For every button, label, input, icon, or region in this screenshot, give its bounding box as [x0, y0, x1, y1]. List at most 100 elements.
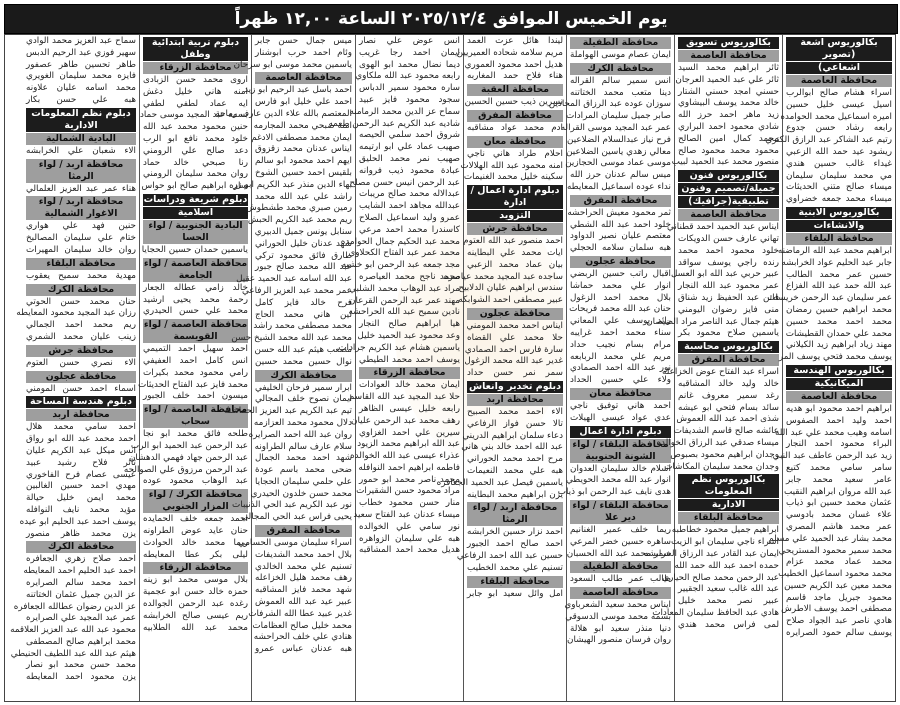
candidate-name: محمد مصطفى محمد راشد: [253, 321, 352, 332]
candidate-name: ايناس احمد محمد المومني: [466, 320, 564, 331]
candidate-name: عبد الوهاب محمود عوده: [143, 476, 248, 487]
candidate-name: خالد زامي عطاله الجعار: [143, 282, 248, 293]
program-heading: الادارية: [678, 499, 779, 512]
candidate-name: علي حلمي سليمان الحجايا: [255, 476, 352, 487]
governorate-heading: محافظة جرش: [26, 344, 136, 357]
candidate-name: منصور محمد عبد الحميد لبيب: [671, 157, 779, 168]
candidate-name: سائد بسام فتحي ابو عيشه: [678, 402, 779, 413]
program-heading: دبلوم هندسة المساحة: [26, 396, 136, 409]
candidate-name: ابراهيم محمد عبد الله الرماضنه: [777, 245, 892, 256]
candidate-name: يوسف احمد عبد الحليم ابو عيده: [19, 516, 136, 527]
candidate-name: معالي زهدي ياسين الضلاعين: [566, 146, 671, 157]
candidate-name: تهاني عارف حسن الدويكات: [678, 233, 779, 244]
candidate-name: نوال حسين محمد حسين: [255, 356, 352, 367]
candidate-name: مرح احمد محمد الحوراني: [467, 454, 563, 465]
governorate-heading: محافظة اربد / لواء الرمثا: [467, 502, 563, 527]
governorate-heading: محافظة العاصمة / لواء الجامعة: [143, 257, 248, 282]
candidate-name: عبد الله احمد خالد بني هاني: [461, 442, 563, 453]
candidate-name: احلام طراد هاني ناجي: [467, 148, 563, 159]
candidate-name: رغد سمير معروف غانم: [678, 390, 779, 401]
candidate-name: هادي ناصر عبد الجواد صلاح: [786, 616, 892, 627]
candidate-name: ايمان عبد القادر عبد الرزاق الخرابشه: [643, 548, 779, 559]
candidate-name: رغده عبد الرحمن الجوالده: [143, 598, 248, 609]
candidate-name: عبد الله غالب سعيد الجقيير: [678, 584, 779, 595]
candidate-name: اروى محمد حسن الزبادى: [143, 75, 248, 85]
program-heading: دبلوم نظم المعلومات الادارية: [26, 107, 136, 132]
candidate-name: يوسف احمد محمد الطيطي: [359, 354, 460, 365]
candidate-name: خالد وليد خالد المشاقبه: [678, 378, 779, 389]
candidate-name: بلال محمد احمد الزغول: [570, 292, 671, 303]
candidate-name: بهاء الدين منذر عبد الكريم ابو زر: [233, 179, 352, 190]
governorate-heading: محافظة اربد / لواء الرمثا: [26, 158, 136, 183]
candidate-name: مهند زياد ابراهيم زيد الكيلاني: [786, 340, 892, 351]
candidate-name: سمر نمر حسن حداد: [467, 368, 563, 379]
candidate-name: مصطفى احمد يوسف الاطرش: [781, 604, 892, 615]
candidate-name: دعاء سلمان ابراهيم الدريني: [462, 430, 563, 441]
candidate-name: محمد بشار عبد الحميد علي مسلم: [768, 533, 892, 544]
candidate-name: منار حسن محمود خطاب: [359, 498, 460, 509]
candidate-name: هنادي علي خلف الحراحشه: [253, 632, 352, 643]
candidate-name: رتيم عبد الشاكر عبد الرازق الكتري: [765, 135, 892, 146]
candidate-name: ضحى محمد باسم عودة: [255, 465, 352, 476]
candidate-name: غيداء غالب حسين هندي: [786, 158, 892, 169]
candidate-name: فاطمه ابراهيم احمد النوافله: [358, 462, 460, 473]
program-heading: تطبيقية(جرافيك): [678, 196, 779, 209]
candidate-name: عيسى عصام فرح الفاخوري: [26, 469, 136, 480]
candidate-name: دلال محمود محمد العزازمه: [253, 417, 352, 428]
candidate-name: روان عبد الله احمد الصرايره: [248, 429, 352, 440]
candidate-name: عدي عواد عيسى الهيلات: [570, 412, 671, 423]
candidate-name: مي محمد سليمان سليمان: [786, 170, 892, 181]
candidate-name: رابعه رشاد حسن جدوع: [786, 123, 892, 134]
candidate-name: ياسمين محمد موسى ابو سرحان: [233, 59, 352, 70]
governorate-heading: محافظة عجلون: [570, 255, 671, 268]
candidate-name: فرح خالد فايز كامل: [255, 297, 352, 308]
candidate-name: طاهر تحسين طاهر عصفور: [26, 59, 136, 70]
program-heading: جميلة/تصميم وفنون: [678, 183, 779, 196]
candidate-name: ميساء محمد جمعه خضراوي: [786, 194, 892, 205]
candidate-name: بلقيس احمد حسين الشوخ: [255, 167, 352, 178]
candidate-name: حلا محمد علي القضاه: [467, 332, 563, 343]
candidate-name: تيم عبد الكريم عبد العزيز الحماشنه: [224, 406, 352, 417]
candidate-name: احمد محمد عبد الله ابو رواق: [26, 434, 136, 445]
candidate-name: نور عبد الكريم عبد الحي الذنيبات: [232, 500, 352, 511]
governorate-heading: محافظة العاصمة: [678, 50, 779, 62]
program-heading: بكالوريوس اشعة (تصوير: [786, 37, 892, 61]
candidate-name: ياسمين حمدان حسين الحجايا: [141, 244, 248, 255]
candidate-name: اسراء عبد الفتاح عوض الخزاعله: [662, 367, 779, 378]
candidate-name: رحمة محمد يحيى ارشيد: [143, 294, 248, 305]
candidate-name: اقبال راتب حسين الربضي: [570, 268, 671, 279]
candidate-name: دينا متعب محمد الختاتنه: [570, 87, 671, 98]
candidate-name: عبد الرحمن مرزوق علي الصوالحه: [123, 464, 248, 475]
candidate-name: عبدالاله محمد صالح مريبات: [359, 189, 460, 200]
candidate-name: خلود احمد عبد الله الشطي: [570, 219, 671, 230]
candidate-name: محمد حسن خلدون الحيدري: [250, 488, 352, 499]
program-heading: بكالوريوس محاسبة: [678, 341, 779, 354]
candidate-name: محمد فايز عبد الفتاح الحديثات: [137, 379, 248, 390]
candidate-name: سجود محمود فايز عبيد: [359, 94, 460, 105]
candidate-name: عمر عبد المجيد علي الصرايره: [26, 613, 136, 624]
candidate-name: ميسون احمد خلف الجبور: [143, 391, 248, 402]
candidate-name: نادين سميح عبد الله الحراحشه: [348, 307, 460, 318]
candidate-name: ميساء صدقي عبد الرزاق الخوالده: [656, 437, 779, 448]
candidate-name: عامر سعيد محمد جابر: [786, 474, 892, 485]
candidate-name: حمده احمد عبد الله حمد الله: [674, 560, 780, 571]
column-7: دبلوم تربية ابتدائية وطفل محافظة الزرقاء ا…: [123, 35, 251, 701]
candidate-name: محمود محمد محمود صالح: [678, 145, 779, 156]
candidate-name: بسمه عبد المجيد موسى حماد: [139, 110, 248, 121]
candidate-name: منى فايز رضوان اليومني: [678, 304, 779, 315]
candidate-name: هديل احمد محمود العموري: [464, 59, 563, 70]
governorate-heading: محافظة العاصمة: [786, 390, 892, 403]
candidate-name: اسراء ناجي سليمان ابو الزيت: [671, 537, 779, 548]
program-heading: التزويد: [467, 210, 563, 223]
candidate-name: ايمان محمد خالد العوادات: [359, 380, 460, 391]
candidate-name: تالا حسن فواز الرفاعي: [467, 418, 563, 429]
column-2: بكالوريوس تسويق محافظة العاصمة ثائر ابراهي…: [643, 35, 782, 701]
candidate-name: روان محمد سليمان الرومني: [143, 169, 248, 180]
candidate-name: عثمان محمد حسين ابو ذياب: [786, 498, 892, 509]
candidate-name: هبه عدنان عباس عمرو: [255, 644, 352, 655]
candidate-name: انس كامل احمد العفيفي: [143, 355, 248, 366]
program-heading: بكالوريوس فنون: [678, 170, 779, 183]
candidate-name: محمد ناصر محمد ابو حمور: [359, 474, 460, 485]
candidate-name: سكينه خليل محمد الغنيمات: [463, 172, 563, 183]
candidate-name: يزن محمود احمد المعايطه: [26, 672, 136, 683]
